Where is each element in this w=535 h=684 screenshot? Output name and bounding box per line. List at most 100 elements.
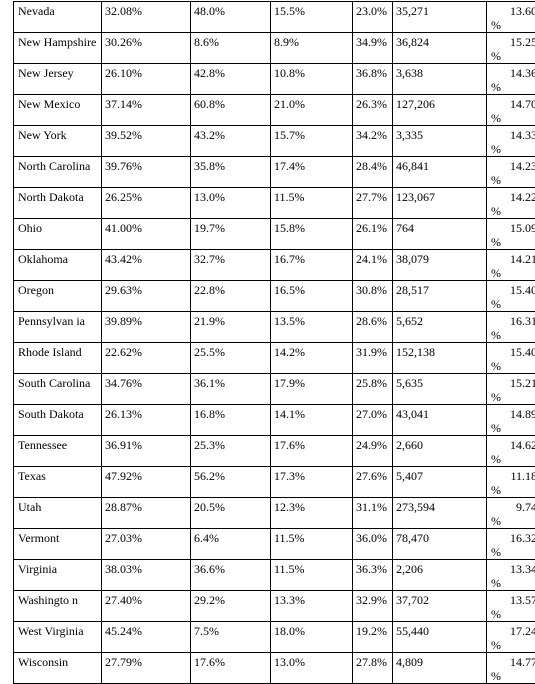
value-cell-1: 27.40% bbox=[101, 590, 191, 622]
value-cell-2-text: 36.1% bbox=[194, 376, 225, 390]
value-cell-4: 27.0% bbox=[352, 404, 393, 436]
table-row: New Jersey 26.10% 42.8% 10.8% 36.8% 3,638 14.3… bbox=[13, 63, 535, 95]
table-row: Tennessee 36.91% 25.3% 17.6% 24.9% 2,660 14.62… bbox=[13, 435, 535, 467]
value-cell-5: 28,517 bbox=[392, 280, 487, 312]
percent-cell: 16.322% bbox=[486, 528, 535, 560]
value-cell-1-text: 38.03% bbox=[105, 562, 142, 576]
value-cell-4-text: 34.9% bbox=[356, 35, 387, 49]
value-cell-4: 34.2% bbox=[352, 125, 393, 157]
state-cell-text: New Mexico bbox=[18, 97, 81, 111]
table-row: Utah 28.87% 20.5% 12.3% 31.1% 273,594 9.740% bbox=[13, 497, 535, 529]
value-cell-5-text: 2,660 bbox=[396, 438, 423, 452]
table-row: South Dakota 26.13% 16.8% 14.1% 27.0% 43,041 1… bbox=[13, 404, 535, 436]
value-cell-2: 36.1% bbox=[190, 373, 271, 405]
value-cell-2: 17.6% bbox=[190, 652, 271, 684]
value-cell-2: 7.5% bbox=[190, 621, 271, 653]
percent-number: 15.251 bbox=[510, 35, 535, 49]
value-cell-2: 25.5% bbox=[190, 342, 271, 374]
state-cell: Oregon bbox=[13, 280, 102, 312]
percent-number: 14.232 bbox=[510, 159, 535, 173]
state-cell: Texas bbox=[13, 466, 102, 498]
percent-cell: 14.213% bbox=[486, 249, 535, 281]
value-cell-3-text: 10.8% bbox=[274, 66, 305, 80]
value-cell-3-text: 17.3% bbox=[274, 469, 305, 483]
percent-cell: 13.342% bbox=[486, 559, 535, 591]
value-cell-5: 3,638 bbox=[392, 63, 487, 95]
percent-sign: % bbox=[491, 111, 501, 125]
value-cell-3: 13.3% bbox=[270, 590, 353, 622]
value-cell-4: 31.1% bbox=[352, 497, 393, 529]
percent-cell: 15.094% bbox=[486, 218, 535, 250]
value-cell-4-text: 27.8% bbox=[356, 655, 387, 669]
state-cell: South Carolina bbox=[13, 373, 102, 405]
value-cell-2-text: 35.8% bbox=[194, 159, 225, 173]
value-cell-1: 39.76% bbox=[101, 156, 191, 188]
value-cell-5-text: 46,841 bbox=[396, 159, 429, 173]
percent-number: 13.342 bbox=[510, 562, 535, 576]
value-cell-3: 15.5% bbox=[270, 1, 353, 33]
value-cell-3-text: 17.9% bbox=[274, 376, 305, 390]
value-cell-3: 13.5% bbox=[270, 311, 353, 343]
value-cell-5-text: 5,652 bbox=[396, 314, 423, 328]
value-cell-1: 39.52% bbox=[101, 125, 191, 157]
value-cell-5: 4,809 bbox=[392, 652, 487, 684]
percent-cell: 13.575% bbox=[486, 590, 535, 622]
value-cell-5: 152,138 bbox=[392, 342, 487, 374]
value-cell-4-text: 19.2% bbox=[356, 624, 387, 638]
value-cell-5-text: 36,824 bbox=[396, 35, 429, 49]
value-cell-1: 41.00% bbox=[101, 218, 191, 250]
table-row: North Dakota 26.25% 13.0% 11.5% 27.7% 123,067… bbox=[13, 187, 535, 219]
value-cell-5: 5,407 bbox=[392, 466, 487, 498]
value-cell-3-text: 11.5% bbox=[274, 531, 305, 545]
value-cell-2-text: 25.3% bbox=[194, 438, 225, 452]
value-cell-2-text: 36.6% bbox=[194, 562, 225, 576]
value-cell-3: 21.0% bbox=[270, 94, 353, 126]
value-cell-5-text: 4,809 bbox=[396, 655, 423, 669]
value-cell-3-text: 16.7% bbox=[274, 252, 305, 266]
value-cell-1-text: 29.63% bbox=[105, 283, 142, 297]
state-cell: South Dakota bbox=[13, 404, 102, 436]
value-cell-5: 55,440 bbox=[392, 621, 487, 653]
value-cell-5-text: 764 bbox=[396, 221, 414, 235]
value-cell-4-text: 28.4% bbox=[356, 159, 387, 173]
state-cell-text: South Carolina bbox=[18, 376, 91, 390]
value-cell-4: 31.9% bbox=[352, 342, 393, 374]
value-cell-1: 43.42% bbox=[101, 249, 191, 281]
percent-number: 13.575 bbox=[510, 593, 535, 607]
value-cell-1: 32.08% bbox=[101, 1, 191, 33]
value-cell-5: 46,841 bbox=[392, 156, 487, 188]
percent-sign: % bbox=[491, 266, 501, 280]
percent-sign: % bbox=[491, 421, 501, 435]
value-cell-3-text: 21.0% bbox=[274, 97, 305, 111]
state-cell-text: Ohio bbox=[18, 221, 42, 235]
value-cell-5: 3,335 bbox=[392, 125, 487, 157]
percent-number: 16.310 bbox=[510, 314, 535, 328]
value-cell-1-text: 36.91% bbox=[105, 438, 142, 452]
value-cell-4-text: 26.1% bbox=[356, 221, 387, 235]
table-row: New Mexico 37.14% 60.8% 21.0% 26.3% 127,206 14… bbox=[13, 94, 535, 126]
percent-cell: 14.336% bbox=[486, 125, 535, 157]
percent-sign: % bbox=[491, 49, 501, 63]
value-cell-5: 123,067 bbox=[392, 187, 487, 219]
value-cell-2-text: 7.5% bbox=[194, 624, 219, 638]
percent-sign: % bbox=[491, 638, 501, 652]
value-cell-4: 28.4% bbox=[352, 156, 393, 188]
value-cell-5-text: 273,594 bbox=[396, 500, 435, 514]
percent-number: 11.184 bbox=[510, 469, 535, 483]
value-cell-3-text: 17.4% bbox=[274, 159, 305, 173]
value-cell-4-text: 28.6% bbox=[356, 314, 387, 328]
value-cell-1: 30.26% bbox=[101, 32, 191, 64]
value-cell-2-text: 48.0% bbox=[194, 4, 225, 18]
value-cell-1: 27.79% bbox=[101, 652, 191, 684]
value-cell-4: 24.1% bbox=[352, 249, 393, 281]
percent-sign: % bbox=[491, 545, 501, 559]
value-cell-1-text: 45.24% bbox=[105, 624, 142, 638]
value-cell-2: 19.7% bbox=[190, 218, 271, 250]
value-cell-5-text: 28,517 bbox=[396, 283, 429, 297]
value-cell-5-text: 37,702 bbox=[396, 593, 429, 607]
percent-cell: 15.405% bbox=[486, 280, 535, 312]
value-cell-3-text: 15.8% bbox=[274, 221, 305, 235]
value-cell-2-text: 56.2% bbox=[194, 469, 225, 483]
state-cell-text: Vermont bbox=[18, 531, 60, 545]
state-cell-text: Rhode Island bbox=[18, 345, 82, 359]
